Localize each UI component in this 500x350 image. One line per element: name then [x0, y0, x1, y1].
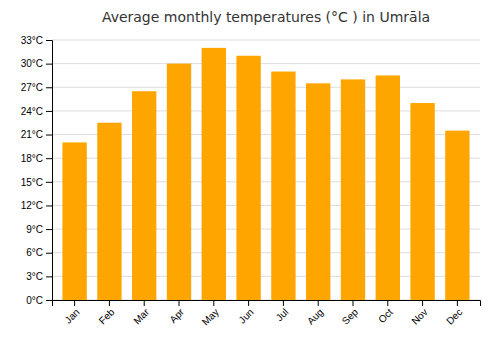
tick: 6°C	[26, 247, 52, 258]
tick-label: Mar	[131, 306, 151, 326]
tick-mark	[74, 300, 75, 306]
tick: Jun	[236, 300, 255, 326]
tick-label: 27°C	[21, 82, 43, 93]
bar	[236, 56, 260, 300]
tick-mark	[387, 300, 388, 306]
tick-label: 3°C	[26, 271, 43, 282]
tick-label: 33°C	[21, 35, 43, 46]
x-axis: Jan Feb Mar Apr May Jun Jul Aug Sep Oct Nov Dec	[53, 300, 481, 328]
tick: Oct	[376, 300, 395, 325]
tick-mark	[179, 300, 180, 306]
tick: 30°C	[21, 58, 52, 69]
chart: 0°C 3°C 6°C 9°C 12°C 15°C 18°C 21°C 24°C 27°C 30°C…	[0, 0, 500, 350]
tick: Mar	[131, 300, 151, 326]
tick: 27°C	[21, 82, 52, 93]
tick: 0°C	[26, 295, 52, 306]
tick-label: May	[200, 306, 221, 327]
bar	[445, 131, 469, 300]
tick: 12°C	[21, 200, 52, 211]
bar	[271, 72, 295, 300]
tick: Jul	[274, 300, 291, 323]
tick-mark	[457, 300, 458, 306]
tick-mark	[283, 300, 284, 306]
grid-line	[52, 87, 480, 88]
tick-label: Nov	[409, 306, 429, 326]
tick-label: Feb	[97, 306, 117, 326]
tick-mark	[46, 111, 52, 112]
axis-domain	[46, 41, 53, 301]
tick: 24°C	[21, 106, 52, 117]
tick: Apr	[167, 300, 186, 325]
grid-line	[52, 40, 480, 41]
axis-domain	[53, 301, 481, 307]
tick: Nov	[409, 300, 429, 327]
tick-mark	[46, 135, 52, 136]
bar	[341, 79, 365, 300]
plot-area	[62, 48, 469, 300]
y-axis: 0°C 3°C 6°C 9°C 12°C 15°C 18°C 21°C 24°C 27°C 30°C…	[21, 35, 53, 306]
tick: May	[200, 300, 221, 328]
tick-label: 18°C	[21, 153, 43, 164]
tick-label: 0°C	[26, 295, 43, 306]
bar	[410, 103, 434, 300]
tick-label: Jul	[274, 306, 291, 323]
grid	[52, 40, 480, 300]
tick-mark	[46, 158, 52, 159]
tick-mark	[46, 87, 52, 88]
tick-label: Jan	[63, 306, 82, 325]
tick: 9°C	[26, 224, 52, 235]
tick: Sep	[340, 300, 361, 327]
tick-label: Jun	[236, 306, 255, 325]
tick-mark	[46, 300, 52, 301]
tick: 3°C	[26, 271, 52, 282]
tick-mark	[109, 300, 110, 306]
tick-mark	[46, 205, 52, 206]
bar	[167, 64, 191, 300]
tick-mark	[318, 300, 319, 306]
tick-mark	[422, 300, 423, 306]
tick-label: 12°C	[21, 200, 43, 211]
tick: Feb	[97, 300, 117, 326]
tick-label: 24°C	[21, 106, 43, 117]
tick: 33°C	[21, 35, 52, 46]
grid-line	[52, 63, 480, 64]
tick-mark	[46, 64, 52, 65]
tick-label: Aug	[305, 306, 325, 326]
tick: 21°C	[21, 129, 52, 140]
tick-mark	[46, 253, 52, 254]
tick-mark	[144, 300, 145, 306]
tick-label: 15°C	[21, 177, 43, 188]
bar	[97, 123, 121, 300]
tick-mark	[352, 300, 353, 306]
tick-label: 6°C	[26, 247, 43, 258]
tick-label: 30°C	[21, 58, 43, 69]
tick-mark	[213, 300, 214, 306]
tick: 18°C	[21, 153, 52, 164]
tick-label: Dec	[444, 306, 464, 326]
tick: Jan	[63, 300, 82, 326]
bar	[306, 83, 330, 300]
tick-label: 9°C	[26, 224, 43, 235]
tick-label: Oct	[376, 306, 395, 325]
title: Average monthly temperatures (°C ) in Um…	[102, 9, 430, 25]
tick-mark	[248, 300, 249, 306]
tick-mark	[46, 276, 52, 277]
tick-mark	[46, 229, 52, 230]
tick: 15°C	[21, 177, 52, 188]
bar	[202, 48, 226, 300]
tick-label: 21°C	[21, 129, 43, 140]
bar	[132, 91, 156, 300]
tick-mark	[46, 40, 52, 41]
bar	[376, 75, 400, 300]
tick-label: Apr	[167, 306, 186, 325]
tick-label: Sep	[340, 306, 361, 327]
tick: Dec	[444, 300, 464, 327]
bar	[62, 142, 86, 300]
tick-mark	[46, 182, 52, 183]
tick: Aug	[305, 300, 325, 327]
